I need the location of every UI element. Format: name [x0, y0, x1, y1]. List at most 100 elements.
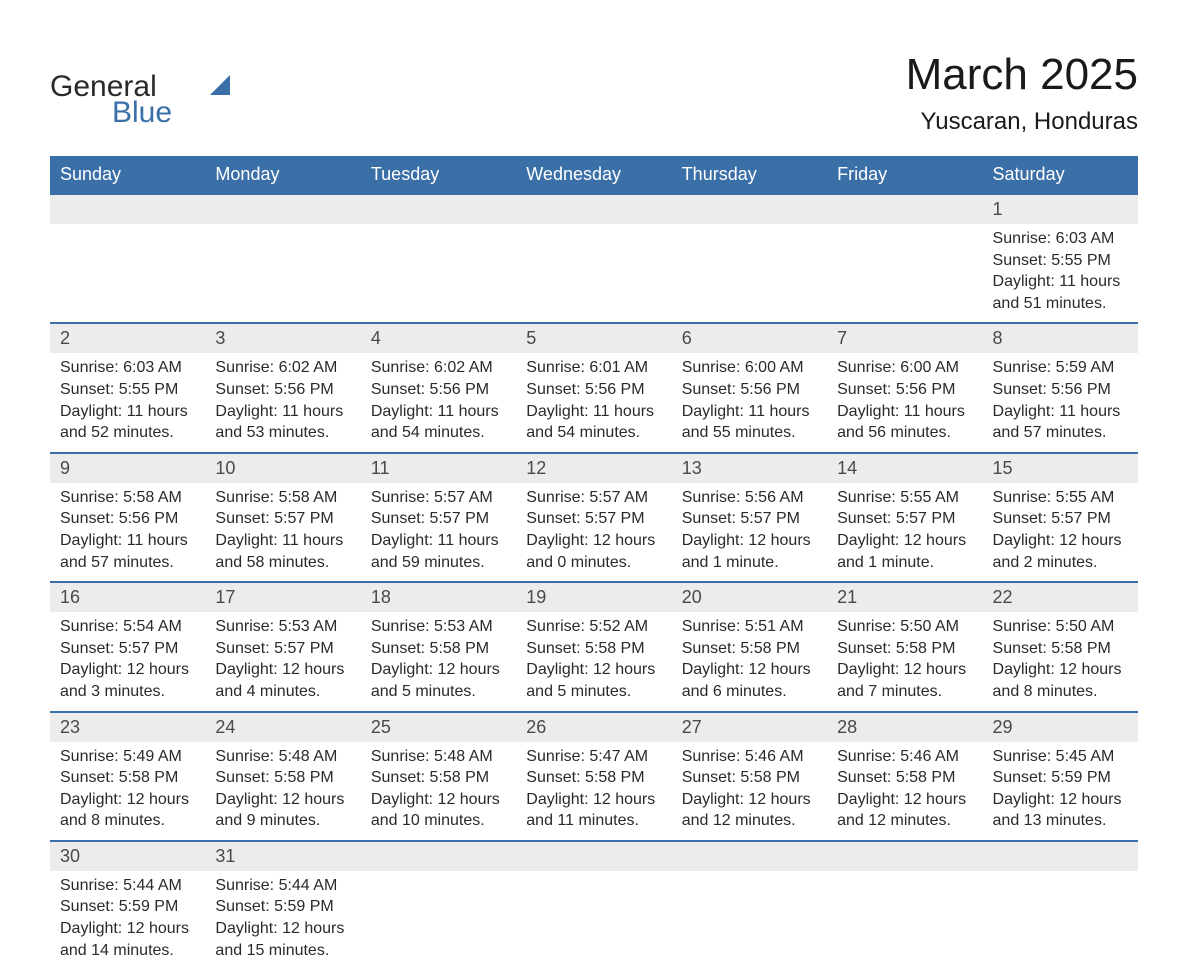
daylight-text: Daylight: 12 hours and 8 minutes.: [993, 659, 1128, 702]
sunrise-text: Sunrise: 5:57 AM: [371, 487, 506, 509]
daylight-text: Daylight: 12 hours and 1 minute.: [682, 530, 817, 573]
calendar-cell: 6Sunrise: 6:00 AMSunset: 5:56 PMDaylight…: [672, 323, 827, 452]
day-number: [827, 195, 982, 224]
sunset-text: Sunset: 5:57 PM: [837, 508, 972, 530]
calendar-cell: 5Sunrise: 6:01 AMSunset: 5:56 PMDaylight…: [516, 323, 671, 452]
day-number: 26: [516, 713, 671, 742]
sunrise-text: Sunrise: 5:47 AM: [526, 746, 661, 768]
day-header-thursday: Thursday: [672, 156, 827, 194]
sunrise-text: Sunrise: 6:03 AM: [993, 228, 1128, 250]
day-content: Sunrise: 5:49 AMSunset: 5:58 PMDaylight:…: [50, 742, 205, 840]
day-content: Sunrise: 5:46 AMSunset: 5:58 PMDaylight:…: [672, 742, 827, 840]
day-content: Sunrise: 5:53 AMSunset: 5:58 PMDaylight:…: [361, 612, 516, 710]
calendar-cell: 12Sunrise: 5:57 AMSunset: 5:57 PMDayligh…: [516, 453, 671, 582]
sunset-text: Sunset: 5:58 PM: [837, 767, 972, 789]
day-content: [205, 224, 360, 236]
calendar-cell: 7Sunrise: 6:00 AMSunset: 5:56 PMDaylight…: [827, 323, 982, 452]
sunrise-text: Sunrise: 6:00 AM: [682, 357, 817, 379]
day-content: Sunrise: 6:02 AMSunset: 5:56 PMDaylight:…: [205, 353, 360, 451]
sunset-text: Sunset: 5:59 PM: [215, 896, 350, 918]
sunrise-text: Sunrise: 5:57 AM: [526, 487, 661, 509]
sunset-text: Sunset: 5:58 PM: [215, 767, 350, 789]
calendar-cell: 19Sunrise: 5:52 AMSunset: 5:58 PMDayligh…: [516, 582, 671, 711]
sunset-text: Sunset: 5:56 PM: [60, 508, 195, 530]
day-number: 30: [50, 842, 205, 871]
daylight-text: Daylight: 11 hours and 57 minutes.: [60, 530, 195, 573]
day-number: 14: [827, 454, 982, 483]
sunset-text: Sunset: 5:56 PM: [526, 379, 661, 401]
calendar-cell: 11Sunrise: 5:57 AMSunset: 5:57 PMDayligh…: [361, 453, 516, 582]
day-content: [50, 224, 205, 236]
brand-name-part2: Blue: [112, 96, 172, 130]
calendar-cell: 13Sunrise: 5:56 AMSunset: 5:57 PMDayligh…: [672, 453, 827, 582]
sunrise-text: Sunrise: 5:46 AM: [837, 746, 972, 768]
daylight-text: Daylight: 12 hours and 4 minutes.: [215, 659, 350, 702]
daylight-text: Daylight: 11 hours and 52 minutes.: [60, 401, 195, 444]
day-number: 10: [205, 454, 360, 483]
day-number: 12: [516, 454, 671, 483]
sunset-text: Sunset: 5:58 PM: [526, 767, 661, 789]
day-number: [983, 842, 1138, 871]
day-number: [361, 842, 516, 871]
sunset-text: Sunset: 5:57 PM: [682, 508, 817, 530]
day-header-sunday: Sunday: [50, 156, 205, 194]
day-content: Sunrise: 5:57 AMSunset: 5:57 PMDaylight:…: [361, 483, 516, 581]
sunset-text: Sunset: 5:56 PM: [682, 379, 817, 401]
calendar-cell: 8Sunrise: 5:59 AMSunset: 5:56 PMDaylight…: [983, 323, 1138, 452]
day-content: [361, 224, 516, 236]
sunset-text: Sunset: 5:58 PM: [526, 638, 661, 660]
day-content: [827, 224, 982, 236]
daylight-text: Daylight: 12 hours and 2 minutes.: [993, 530, 1128, 573]
daylight-text: Daylight: 12 hours and 12 minutes.: [837, 789, 972, 832]
calendar-cell: 20Sunrise: 5:51 AMSunset: 5:58 PMDayligh…: [672, 582, 827, 711]
sunset-text: Sunset: 5:58 PM: [682, 767, 817, 789]
daylight-text: Daylight: 11 hours and 54 minutes.: [371, 401, 506, 444]
day-number: 31: [205, 842, 360, 871]
day-number: 6: [672, 324, 827, 353]
sunset-text: Sunset: 5:57 PM: [215, 638, 350, 660]
day-content: [361, 871, 516, 883]
sunrise-text: Sunrise: 5:48 AM: [371, 746, 506, 768]
calendar-cell: 15Sunrise: 5:55 AMSunset: 5:57 PMDayligh…: [983, 453, 1138, 582]
day-number: 17: [205, 583, 360, 612]
day-number: 19: [516, 583, 671, 612]
sunrise-text: Sunrise: 5:49 AM: [60, 746, 195, 768]
day-content: [516, 224, 671, 236]
daylight-text: Daylight: 12 hours and 0 minutes.: [526, 530, 661, 573]
day-number: [205, 195, 360, 224]
day-content: Sunrise: 5:44 AMSunset: 5:59 PMDaylight:…: [50, 871, 205, 969]
calendar-cell: 2Sunrise: 6:03 AMSunset: 5:55 PMDaylight…: [50, 323, 205, 452]
calendar-cell: [516, 194, 671, 323]
sunrise-text: Sunrise: 5:59 AM: [993, 357, 1128, 379]
page-header: General Blue March 2025 Yuscaran, Hondur…: [50, 50, 1138, 136]
day-number: 4: [361, 324, 516, 353]
sunset-text: Sunset: 5:56 PM: [993, 379, 1128, 401]
calendar-cell: 3Sunrise: 6:02 AMSunset: 5:56 PMDaylight…: [205, 323, 360, 452]
sunrise-text: Sunrise: 6:02 AM: [215, 357, 350, 379]
day-content: [516, 871, 671, 883]
daylight-text: Daylight: 12 hours and 15 minutes.: [215, 918, 350, 961]
day-number: 16: [50, 583, 205, 612]
day-content: [983, 871, 1138, 883]
day-content: Sunrise: 5:51 AMSunset: 5:58 PMDaylight:…: [672, 612, 827, 710]
calendar-cell: 25Sunrise: 5:48 AMSunset: 5:58 PMDayligh…: [361, 712, 516, 841]
day-number: 29: [983, 713, 1138, 742]
daylight-text: Daylight: 12 hours and 1 minute.: [837, 530, 972, 573]
day-content: Sunrise: 6:03 AMSunset: 5:55 PMDaylight:…: [983, 224, 1138, 322]
calendar-cell: 26Sunrise: 5:47 AMSunset: 5:58 PMDayligh…: [516, 712, 671, 841]
sunset-text: Sunset: 5:55 PM: [60, 379, 195, 401]
week-row: 9Sunrise: 5:58 AMSunset: 5:56 PMDaylight…: [50, 453, 1138, 582]
sunrise-text: Sunrise: 5:58 AM: [215, 487, 350, 509]
sunset-text: Sunset: 5:58 PM: [371, 767, 506, 789]
day-content: Sunrise: 5:46 AMSunset: 5:58 PMDaylight:…: [827, 742, 982, 840]
daylight-text: Daylight: 11 hours and 54 minutes.: [526, 401, 661, 444]
calendar-cell: 14Sunrise: 5:55 AMSunset: 5:57 PMDayligh…: [827, 453, 982, 582]
day-content: Sunrise: 5:44 AMSunset: 5:59 PMDaylight:…: [205, 871, 360, 969]
day-number: 22: [983, 583, 1138, 612]
calendar-cell: 29Sunrise: 5:45 AMSunset: 5:59 PMDayligh…: [983, 712, 1138, 841]
day-content: Sunrise: 5:48 AMSunset: 5:58 PMDaylight:…: [361, 742, 516, 840]
daylight-text: Daylight: 12 hours and 7 minutes.: [837, 659, 972, 702]
brand-logo: General Blue: [50, 70, 172, 130]
day-number: [672, 842, 827, 871]
calendar-cell: 4Sunrise: 6:02 AMSunset: 5:56 PMDaylight…: [361, 323, 516, 452]
